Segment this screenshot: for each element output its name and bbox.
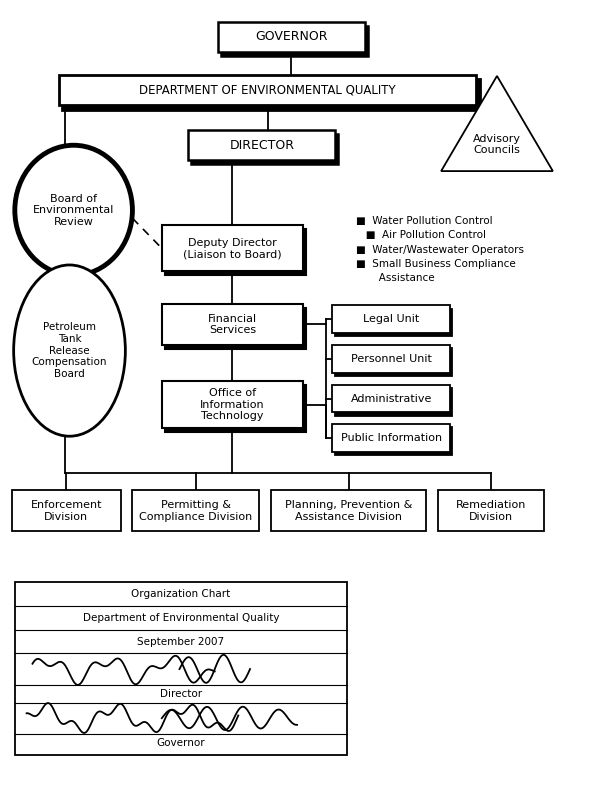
Ellipse shape [14, 265, 125, 436]
Bar [332, 385, 450, 413]
Bar [165, 229, 306, 275]
Bar [165, 385, 306, 432]
Text: Department of Environmental Quality: Department of Environmental Quality [83, 612, 279, 623]
Text: Financial
Services: Financial Services [208, 314, 257, 335]
Bar [332, 345, 450, 373]
Text: Board of
Environmental
Review: Board of Environmental Review [33, 193, 115, 227]
Bar [162, 226, 303, 271]
Text: Planning, Prevention &
Assistance Division: Planning, Prevention & Assistance Divisi… [285, 500, 412, 522]
Text: DIRECTOR: DIRECTOR [229, 139, 294, 152]
Text: Office of
Information
Technology: Office of Information Technology [200, 388, 265, 421]
Text: Remediation
Division: Remediation Division [456, 500, 526, 522]
Text: Public Information: Public Information [341, 433, 442, 443]
Text: Governor: Governor [157, 739, 205, 748]
Text: Enforcement
Division: Enforcement Division [31, 500, 102, 522]
Polygon shape [441, 76, 553, 171]
Bar [332, 424, 450, 452]
Bar [335, 348, 452, 376]
Text: Advisory
Councils: Advisory Councils [473, 133, 521, 155]
Bar [62, 79, 480, 109]
Bar [271, 490, 427, 532]
Text: September 2007: September 2007 [137, 637, 224, 646]
Bar [335, 308, 452, 337]
Bar [12, 490, 121, 532]
Text: Deputy Director
(Liaison to Board): Deputy Director (Liaison to Board) [183, 238, 281, 259]
Text: Permitting &
Compliance Division: Permitting & Compliance Division [139, 500, 252, 522]
Bar [165, 307, 306, 349]
Text: GOVERNOR: GOVERNOR [255, 30, 328, 43]
Bar [59, 74, 476, 105]
Text: DEPARTMENT OF ENVIRONMENTAL QUALITY: DEPARTMENT OF ENVIRONMENTAL QUALITY [139, 83, 396, 96]
Bar [162, 381, 303, 428]
Text: Organization Chart: Organization Chart [131, 589, 230, 599]
Ellipse shape [15, 146, 133, 275]
Bar [335, 388, 452, 416]
Bar [191, 134, 338, 164]
Bar [221, 26, 368, 56]
Bar [438, 490, 544, 532]
Text: Personnel Unit: Personnel Unit [351, 354, 431, 364]
Text: Petroleum
Tank
Release
Compensation
Board: Petroleum Tank Release Compensation Boar… [32, 323, 107, 379]
Text: ■  Water Pollution Control
   ■  Air Pollution Control
■  Water/Wastewater Opera: ■ Water Pollution Control ■ Air Pollutio… [356, 216, 524, 283]
Bar [218, 22, 365, 52]
Bar [133, 490, 259, 532]
Bar [335, 427, 452, 455]
Text: Administrative: Administrative [350, 393, 432, 404]
Bar [332, 306, 450, 333]
Text: Legal Unit: Legal Unit [363, 314, 419, 324]
Bar [188, 130, 335, 160]
Bar [162, 304, 303, 345]
Text: Director: Director [160, 688, 202, 699]
Bar [15, 582, 347, 755]
